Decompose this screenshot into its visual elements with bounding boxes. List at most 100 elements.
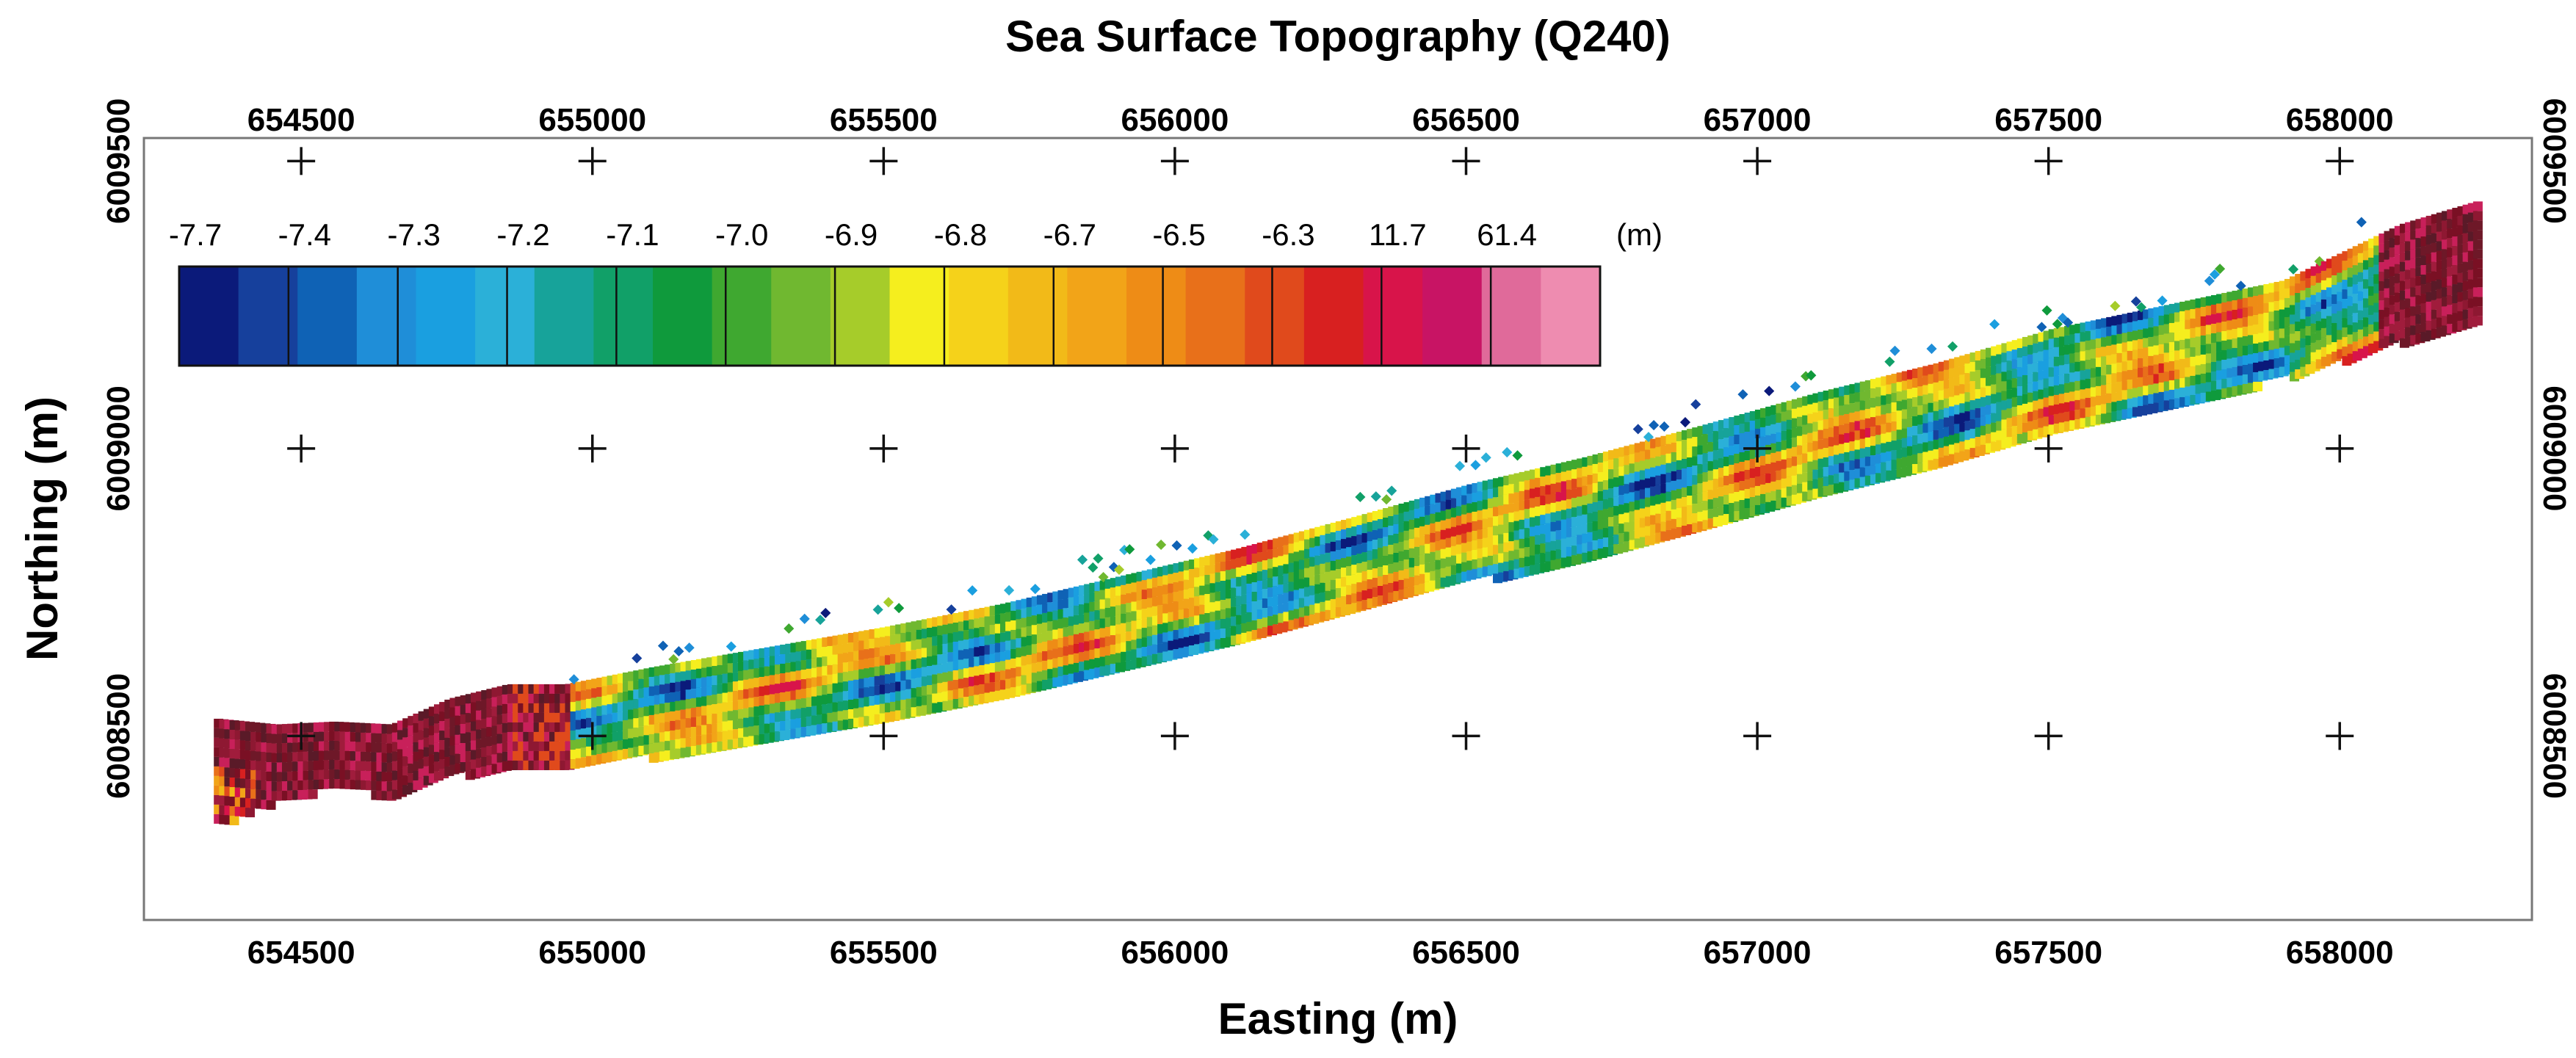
- scatter-point: [1240, 529, 1251, 540]
- colorbar-swatch: [593, 267, 654, 366]
- plot-area: -7.7 -7.4 -7.3 -7.2 -7.1 -7.0 -6.9 -6.8 -6.7 -6.5…: [142, 137, 2533, 921]
- colorbar-swatch: [1007, 267, 1068, 366]
- y-right-tick-label: 6009500: [2536, 98, 2572, 224]
- scatter-point: [784, 623, 795, 634]
- colorbar-label: -7.2: [496, 217, 549, 252]
- scatter-point: [820, 607, 831, 618]
- colorbar-swatch: [1245, 267, 1305, 366]
- scatter-point: [1093, 553, 1104, 564]
- topography-cell: [266, 800, 276, 810]
- topography-cell: [2472, 211, 2483, 221]
- chart-title: Sea Surface Topography (Q240): [1005, 12, 1671, 61]
- colorbar-label: -6.9: [825, 217, 878, 252]
- scatter-point: [1208, 534, 1219, 545]
- scatter-point: [673, 646, 684, 657]
- colorbar-swatch: [475, 267, 535, 366]
- scatter-point: [1113, 564, 1125, 575]
- scatter-point: [1187, 543, 1198, 554]
- colorbar-label: -7.7: [169, 217, 222, 252]
- colorbar-label: -7.0: [715, 217, 768, 252]
- colorbar-label: -6.3: [1262, 217, 1314, 252]
- x-bottom-tick-label: 656500: [1412, 935, 1520, 971]
- x-top-tick-label: 657000: [1704, 102, 1812, 138]
- topography-cell: [2472, 268, 2483, 278]
- colorbar-unit: (m): [1616, 217, 1663, 252]
- topography-cell: [2472, 306, 2483, 316]
- topography-cell: [2472, 258, 2483, 269]
- colorbar-swatch: [1363, 267, 1423, 366]
- x-top-tick-label: 655000: [538, 102, 646, 138]
- topography-cell: [2472, 316, 2483, 326]
- colorbar-label: -6.8: [934, 217, 987, 252]
- x-top-tick-label: 656000: [1121, 102, 1229, 138]
- scatter-point: [1381, 494, 1392, 505]
- scatter-point: [1156, 539, 1167, 551]
- scatter-point: [883, 597, 894, 608]
- colorbar-label: -6.7: [1043, 217, 1096, 252]
- scatter-point: [946, 604, 957, 615]
- x-bottom-tick-label: 655000: [538, 935, 646, 971]
- y-axis-label: Northing (m): [18, 396, 67, 661]
- scatter-point: [726, 641, 737, 652]
- colorbar-swatch: [179, 267, 239, 366]
- x-axis-top-tick-labels: 654500 655000 655500 656000 656500 657000 6575…: [247, 102, 2394, 138]
- y-axis-left-tick-labels: 6008500 6009000 6009500: [101, 98, 137, 799]
- scatter-point: [657, 640, 669, 651]
- topography-cell: [2472, 201, 2483, 211]
- colorbar-swatch: [1541, 267, 1601, 366]
- colorbar-swatch: [356, 267, 417, 366]
- scatter-point: [1454, 460, 1466, 471]
- topography-cell: [2472, 239, 2483, 250]
- topography-cell: [2472, 230, 2483, 240]
- survey-strip: [214, 201, 2483, 826]
- scatter-point: [632, 653, 643, 664]
- colorbar-swatch: [771, 267, 831, 366]
- x-bottom-tick-label: 658000: [2286, 935, 2394, 971]
- scatter-point: [1124, 544, 1135, 555]
- y-left-tick-label: 6008500: [101, 673, 137, 799]
- scatter-point: [799, 613, 810, 624]
- scatter-point: [1470, 460, 1481, 471]
- x-bottom-tick-label: 657500: [1994, 935, 2102, 971]
- topography-cell: [2472, 249, 2483, 259]
- y-left-tick-label: 6009000: [101, 385, 137, 511]
- x-top-tick-label: 657500: [1994, 102, 2102, 138]
- colorbar-swatch: [889, 267, 949, 366]
- topography-cell: [2472, 278, 2483, 288]
- topography-cell: [229, 816, 239, 826]
- colorbar-swatch: [949, 267, 1009, 366]
- colorbar-label: 61.4: [1477, 217, 1537, 252]
- colorbar-label: -7.1: [606, 217, 659, 252]
- x-top-tick-label: 655500: [830, 102, 938, 138]
- colorbar-swatch: [1067, 267, 1127, 366]
- y-left-tick-label: 6009500: [101, 98, 137, 224]
- scatter-point: [872, 604, 883, 615]
- colorbar-label: 11.7: [1369, 217, 1427, 252]
- topography-cell: [2472, 220, 2483, 231]
- colorbar-label: -6.5: [1152, 217, 1205, 252]
- x-axis-label: Easting (m): [1218, 994, 1458, 1043]
- scatter-point: [967, 585, 978, 596]
- scatter-point: [1171, 540, 1182, 551]
- scatter-point: [684, 642, 695, 653]
- scatter-point: [1088, 562, 1099, 573]
- scatter-point: [668, 653, 679, 664]
- x-bottom-tick-label: 657000: [1704, 935, 1812, 971]
- x-bottom-tick-label: 655500: [830, 935, 938, 971]
- scatter-point: [1480, 452, 1491, 463]
- y-right-tick-label: 6008500: [2536, 673, 2572, 799]
- x-axis-bottom-tick-labels: 654500 655000 655500 656000 656500 657000 6575…: [247, 935, 2394, 971]
- topography-cell: [245, 808, 256, 818]
- colorbar-swatch: [1185, 267, 1245, 366]
- x-top-tick-label: 656500: [1412, 102, 1520, 138]
- colorbar-swatch: [534, 267, 594, 366]
- topography-cell: [308, 789, 318, 800]
- scatter-point: [1386, 485, 1397, 496]
- topography-cell: [2253, 381, 2263, 391]
- scatter-point: [1355, 491, 1366, 503]
- colorbar-swatch: [653, 267, 713, 366]
- colorbar-swatch: [712, 267, 772, 366]
- colorbar-swatch: [1422, 267, 1483, 366]
